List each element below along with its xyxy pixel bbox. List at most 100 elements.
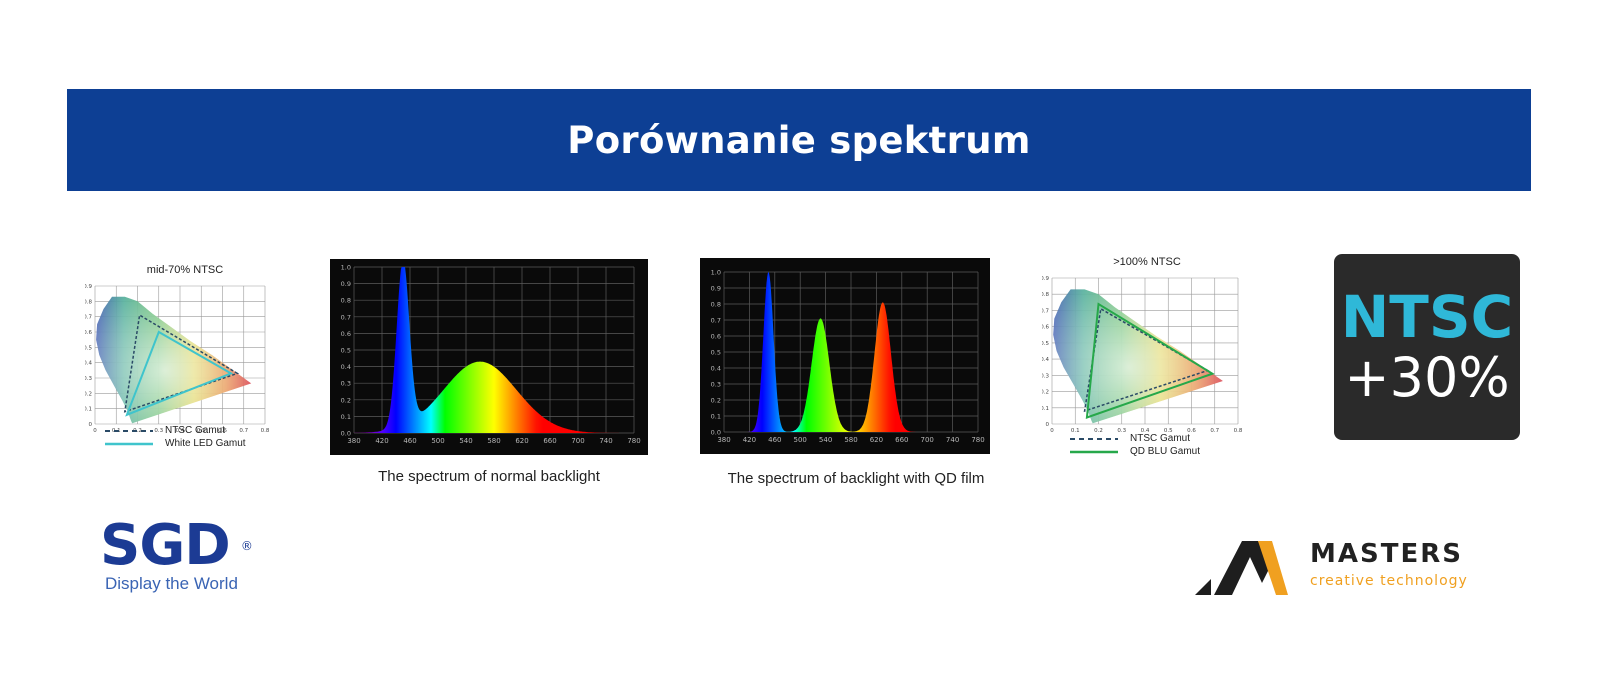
y-tick-label: 0.9 (711, 285, 721, 293)
cie-right-legend: NTSC Gamut QD BLU Gamut (1070, 432, 1200, 458)
x-tick-label: 0.7 (239, 428, 248, 434)
y-tick-label: 0.8 (341, 297, 351, 305)
legend-entry: White LED Gamut (105, 437, 246, 450)
spectrum-normal-caption: The spectrum of normal backlight (378, 468, 600, 485)
y-tick-label: 1.0 (711, 269, 721, 277)
cie-right-plot: 0 0.1 0.2 0.3 0.4 0.5 0.6 0.7 0.8 0 0.1 0.2 0.3 0.4 0.… (1042, 276, 1243, 434)
x-tick-label: 0.2 (133, 428, 142, 434)
y-tick-label: 0.9 (341, 280, 351, 288)
x-tick-label: 0.4 (1141, 428, 1150, 434)
y-tick-label: 0.8 (1042, 292, 1049, 298)
legend-label: NTSC Gamut (165, 425, 226, 436)
x-tick-label: 780 (627, 437, 640, 445)
x-tick-label: 740 (946, 436, 959, 444)
y-tick-label: 0.3 (711, 381, 721, 389)
y-tick-label: 0.3 (85, 376, 92, 382)
gamut-triangle (1085, 302, 1215, 419)
x-tick-label: 700 (921, 436, 934, 444)
legend-label: White LED Gamut (165, 438, 246, 449)
legend-entry: QD BLU Gamut (1070, 445, 1200, 458)
x-tick-label: 620 (515, 437, 528, 445)
title-banner: Porównanie spektrum (67, 89, 1531, 191)
y-tick-label: 0.2 (85, 391, 92, 397)
y-tick-label: 0.4 (1042, 357, 1049, 363)
y-tick-label: 0 (89, 422, 93, 428)
x-tick-label: 0.2 (1094, 428, 1103, 434)
y-tick-label: 0.5 (85, 345, 92, 351)
y-tick-label: 0.5 (341, 347, 351, 355)
x-tick-label: 500 (431, 437, 444, 445)
y-tick-label: 0.8 (85, 299, 92, 305)
spectrum-chart-qd: 380 420 460 500 540 580 620 660 700 740 780 0.0 0.1 0… (700, 258, 990, 454)
x-tick-label: 660 (543, 437, 556, 445)
y-tick-label: 0.4 (85, 361, 92, 367)
y-tick-label: 0.7 (85, 315, 92, 321)
x-tick-label: 420 (743, 436, 756, 444)
y-tick-label: 0.7 (1042, 308, 1049, 314)
x-tick-label: 620 (870, 436, 883, 444)
y-tick-label: 0.6 (1042, 325, 1049, 331)
sgd-logo: SGD ® Display the World (100, 518, 253, 594)
legend-swatch-solid (105, 442, 153, 445)
ntsc-badge: NTSC +30% (1334, 254, 1520, 440)
y-tick-label: 0.5 (711, 349, 721, 357)
legend-entry: NTSC Gamut (105, 424, 246, 437)
x-tick-label: 460 (403, 437, 416, 445)
y-tick-label: 0.3 (1042, 373, 1049, 379)
cie-locus-white (96, 296, 252, 424)
x-tick-label: 380 (717, 436, 730, 444)
x-tick-label: 780 (971, 436, 984, 444)
y-tick-label: 0 (1046, 422, 1050, 428)
x-tick-label: 0.5 (1164, 428, 1173, 434)
cie-diagram-right: >100% NTSC 0 0.1 0.2 0.3 0.4 0.5 0.6 0.7 0.8 0 0.1… (1042, 256, 1262, 458)
y-tick-label: 0.6 (341, 330, 351, 338)
y-tick-label: 0.9 (85, 284, 92, 290)
cie-left-title: mid-70% NTSC (146, 264, 224, 276)
y-tick-label: 0.1 (1042, 406, 1049, 412)
cie-left-plot: 00.10.20.30.40.50.60.70.800.10.20.30.40.… (85, 284, 270, 434)
x-tick-label: 0.4 (176, 428, 185, 434)
y-tick-label: 0.5 (1042, 341, 1049, 347)
spectrum-normal-plot: 380 420 460 500 540 580 620 660 700 740 780 0.0 0.1 0… (330, 259, 648, 455)
spectrum-chart-normal: 380 420 460 500 540 580 620 660 700 740 780 0.0 0.1 0… (330, 259, 648, 455)
registered-mark: ® (240, 539, 253, 553)
x-tick-label: 0.3 (1117, 428, 1126, 434)
x-tick-label: 0.1 (1071, 428, 1080, 434)
x-tick-label: 500 (794, 436, 807, 444)
masters-logo-mark-icon (1195, 541, 1288, 595)
x-tick-label: 0 (93, 428, 97, 434)
cie-diagram-left: mid-70% NTSC 0 0.1 0.2 0.3 0.4 0.5 0.6 0.7 0.8 0 0… (85, 262, 285, 452)
y-tick-label: 0.2 (711, 397, 721, 405)
x-tick-label: 0.8 (261, 428, 270, 434)
x-tick-label: 0.5 (197, 428, 206, 434)
legend-entry: NTSC Gamut (1070, 432, 1200, 445)
x-tick-label: 660 (895, 436, 908, 444)
legend-label: QD BLU Gamut (1130, 446, 1201, 457)
y-tick-label: 0.1 (711, 413, 721, 421)
sgd-logo-tagline: Display the World (105, 574, 238, 593)
y-tick-label: 0.2 (341, 396, 351, 404)
y-tick-label: 0.6 (85, 330, 92, 336)
x-tick-label: 460 (768, 436, 781, 444)
y-tick-label: 0.2 (1042, 390, 1049, 396)
x-tick-label: 0.8 (1234, 428, 1243, 434)
x-tick-label: 0.6 (218, 428, 227, 434)
x-tick-label: 700 (571, 437, 584, 445)
cie-left-legend: NTSC Gamut White LED Gamut (105, 424, 246, 450)
plot-background (700, 258, 990, 454)
sgd-logo-text: SGD (100, 513, 231, 578)
spectrum-qd-plot: 380 420 460 500 540 580 620 660 700 740 780 0.0 0.1 0… (700, 258, 990, 454)
y-tick-label: 0.7 (341, 313, 351, 321)
y-tick-label: 0.9 (1042, 276, 1049, 282)
gamut-triangle (125, 330, 234, 417)
legend-swatch-dashed (1070, 437, 1118, 440)
x-tick-label: 740 (599, 437, 612, 445)
x-tick-label: 580 (844, 436, 857, 444)
y-tick-label: 1.0 (341, 264, 351, 272)
page-title: Porównanie spektrum (567, 118, 1031, 162)
spectrum-curve (354, 267, 634, 433)
legend-swatch-dashed (105, 429, 153, 432)
x-tick-label: 0.6 (1187, 428, 1196, 434)
ntsc-badge-label: NTSC (1340, 283, 1514, 351)
cie-right-title: >100% NTSC (1113, 256, 1181, 268)
